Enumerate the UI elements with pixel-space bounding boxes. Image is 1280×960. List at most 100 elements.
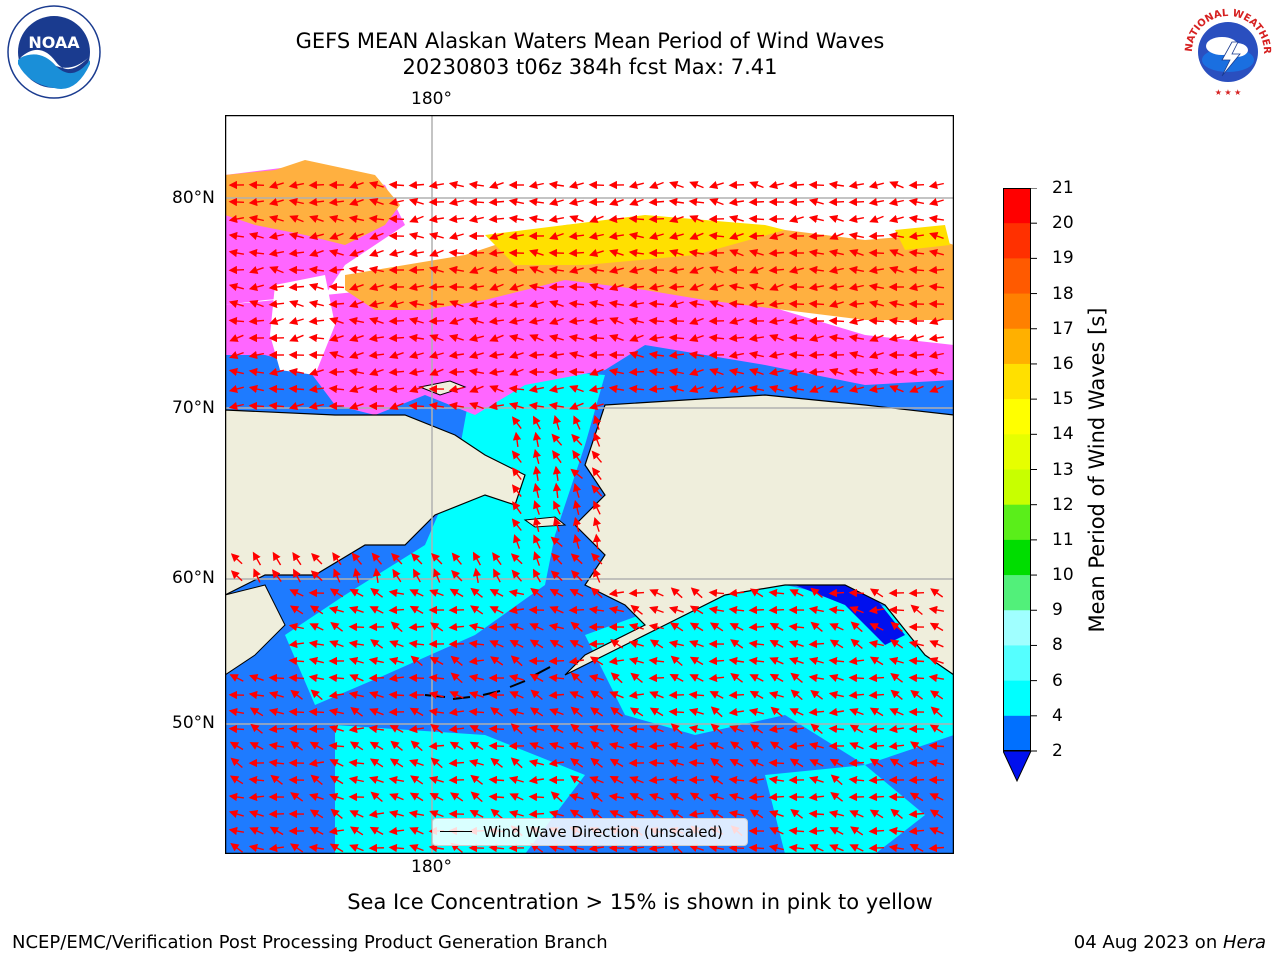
wind-arrow	[628, 282, 645, 292]
wind-arrow	[288, 231, 304, 241]
wind-arrow	[469, 402, 484, 410]
colorbar-tick-label: 13	[1052, 459, 1074, 480]
wind-arrow	[668, 367, 684, 377]
wind-arrow	[268, 384, 285, 394]
wind-arrow	[788, 384, 804, 394]
wind-arrow	[709, 809, 724, 819]
wind-arrow	[369, 198, 384, 206]
wind-arrow	[748, 231, 765, 241]
wind-arrow	[429, 589, 444, 597]
wind-arrow	[869, 588, 884, 598]
wind-arrow	[388, 214, 405, 224]
wind-arrow	[333, 568, 341, 583]
wind-arrow	[528, 180, 544, 190]
wind-arrow	[288, 282, 305, 292]
wind-arrow	[689, 792, 704, 802]
wind-arrow	[710, 706, 723, 718]
wind-arrow	[748, 775, 764, 785]
wind-arrow	[608, 792, 625, 802]
wind-arrow	[828, 316, 845, 326]
wind-arrow	[308, 707, 325, 717]
wind-arrow	[591, 467, 602, 481]
wind-arrow	[513, 534, 521, 549]
wind-arrow	[808, 826, 825, 836]
colorbar-segment	[1003, 539, 1031, 576]
wind-arrow	[628, 843, 645, 853]
wind-arrow	[809, 759, 824, 767]
wind-arrow	[511, 416, 522, 430]
wind-arrow	[628, 299, 645, 309]
wind-arrow	[308, 843, 324, 853]
wind-arrow	[508, 299, 525, 309]
wind-arrow	[552, 414, 562, 430]
wind-arrow	[688, 843, 704, 852]
wind-arrow	[769, 741, 784, 751]
wind-arrow	[828, 299, 844, 309]
wind-arrow	[489, 640, 504, 648]
wind-arrow	[429, 656, 444, 666]
wind-arrow	[468, 367, 485, 377]
wind-arrow	[309, 605, 324, 615]
wind-arrow	[668, 639, 684, 649]
wind-arrow	[288, 656, 305, 666]
wind-arrow	[529, 334, 544, 342]
wind-arrow	[470, 791, 483, 803]
wind-arrow	[550, 570, 563, 582]
wind-arrow	[428, 401, 445, 411]
wind-arrow	[608, 231, 625, 241]
wind-arrow	[488, 367, 505, 377]
wind-arrow	[808, 673, 825, 683]
wind-arrow	[909, 844, 924, 852]
wind-arrow	[268, 197, 284, 207]
wind-arrow	[509, 623, 524, 631]
wind-arrow	[370, 587, 384, 598]
wind-arrow	[648, 367, 665, 377]
wind-arrow	[568, 333, 585, 343]
wind-arrow	[349, 741, 364, 751]
wind-arrow	[388, 605, 405, 615]
wind-arrow	[568, 180, 584, 190]
wind-arrow	[930, 706, 943, 718]
wind-arrow	[888, 724, 904, 734]
wind-arrow	[468, 673, 484, 683]
wind-arrow	[929, 622, 944, 632]
wind-arrow	[849, 249, 864, 257]
wind-arrow	[308, 368, 324, 377]
wind-arrow	[228, 214, 245, 224]
wind-arrow	[548, 673, 565, 683]
wind-arrow	[828, 214, 844, 223]
wind-arrow	[789, 640, 804, 648]
wind-arrow	[730, 672, 744, 683]
wind-arrow	[468, 350, 484, 360]
wind-arrow	[408, 622, 425, 632]
wind-arrow	[810, 587, 823, 598]
wind-arrow	[868, 197, 885, 207]
wind-arrow	[568, 265, 584, 275]
wind-arrow	[309, 249, 324, 257]
wind-arrow	[388, 316, 405, 326]
wind-arrow	[508, 707, 524, 717]
wind-arrow	[349, 810, 364, 818]
wind-arrow	[293, 568, 301, 583]
wind-arrow	[512, 431, 522, 447]
wind-arrow	[749, 809, 764, 819]
wind-arrow	[768, 299, 784, 309]
wind-arrow	[628, 622, 644, 632]
wind-arrow	[288, 197, 304, 207]
wind-arrow	[929, 827, 944, 835]
wind-arrow	[488, 401, 505, 411]
wind-arrow	[708, 180, 724, 190]
wind-arrow	[568, 282, 585, 292]
wind-arrow	[508, 588, 525, 598]
wind-arrow	[929, 385, 944, 393]
wind-arrow	[769, 657, 784, 665]
wind-arrow	[748, 843, 765, 853]
wind-arrow	[828, 333, 845, 343]
wind-arrow	[849, 708, 864, 716]
wind-arrow	[529, 742, 544, 750]
wind-arrow	[228, 282, 244, 292]
wind-arrow	[628, 588, 645, 598]
wind-arrow	[288, 384, 305, 394]
wind-arrow	[648, 299, 665, 309]
wind-arrow	[349, 232, 364, 240]
